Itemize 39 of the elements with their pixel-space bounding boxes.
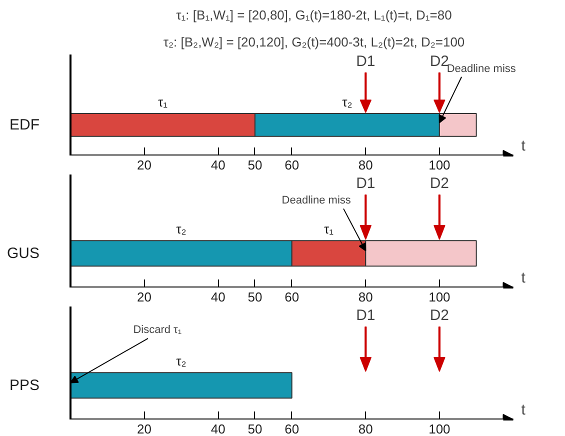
x-tick-label: 60 bbox=[284, 158, 300, 172]
series-label: τ₂ bbox=[176, 222, 186, 237]
x-tick-label: 50 bbox=[248, 290, 262, 304]
annotation: Deadline miss bbox=[446, 62, 516, 75]
x-tick-label: 50 bbox=[248, 422, 262, 436]
y-tick-label: PPS bbox=[9, 376, 40, 394]
x-tick-label: 80 bbox=[358, 158, 373, 172]
x-tick-label: 40 bbox=[210, 290, 226, 304]
series-label: τ₁ bbox=[324, 222, 334, 237]
y-tick-label: EDF bbox=[10, 116, 40, 134]
x-tick-label: 20 bbox=[137, 290, 152, 304]
x-tick-label: 100 bbox=[428, 422, 450, 436]
series-label: τ₂ bbox=[176, 354, 186, 369]
x-axis-title: t bbox=[521, 138, 526, 154]
ref-line-label: D1 bbox=[356, 175, 376, 192]
chart-title: τ₁: [B₁,W₁] = [20,80], G₁(t)=180-2t, L₁(t)=t, D₁=80 bbox=[176, 8, 452, 22]
x-tick-label: 80 bbox=[358, 422, 373, 436]
x-axis-title: t bbox=[521, 270, 526, 286]
ref-line-label: D1 bbox=[356, 307, 376, 324]
x-tick-label: 60 bbox=[284, 290, 300, 304]
series-label: τ₁ bbox=[158, 94, 168, 110]
ref-line-label: D1 bbox=[356, 52, 376, 70]
x-tick-label: 80 bbox=[358, 290, 373, 304]
annotation: Discard τ₁ bbox=[133, 324, 182, 336]
chart-subtitle: τ₂: [B₂,W₂] = [20,120], G₂(t)=400-3t, L₂(t)=2t, D₂=100 bbox=[163, 34, 465, 50]
x-tick-label: 100 bbox=[428, 290, 450, 304]
y-tick-label: GUS bbox=[6, 244, 40, 262]
x-tick-label: 40 bbox=[210, 158, 226, 172]
annotation: Deadline miss bbox=[282, 194, 352, 206]
x-tick-label: 50 bbox=[248, 158, 262, 172]
x-tick-label: 20 bbox=[137, 422, 152, 436]
x-tick-label: 40 bbox=[210, 422, 226, 436]
x-tick-label: 100 bbox=[428, 158, 450, 172]
ref-line-label: D2 bbox=[430, 307, 450, 324]
x-axis-title: t bbox=[521, 402, 526, 418]
series-label: τ₂ bbox=[342, 94, 352, 110]
x-tick-label: 20 bbox=[137, 158, 152, 172]
x-tick-label: 60 bbox=[284, 422, 300, 436]
ref-line-label: D2 bbox=[430, 175, 450, 192]
